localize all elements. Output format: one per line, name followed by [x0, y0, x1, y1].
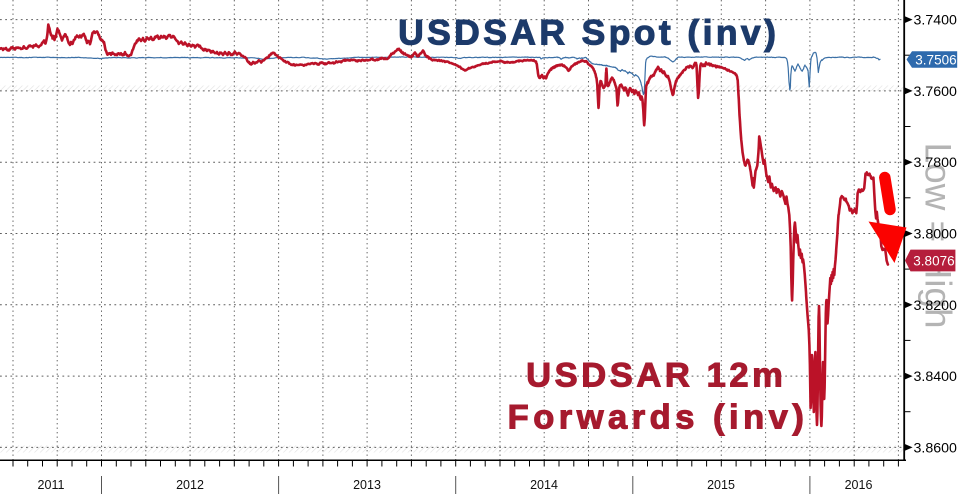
svg-text:2012: 2012 [176, 478, 204, 492]
svg-text:3.7506: 3.7506 [915, 53, 956, 68]
svg-text:USDSAR 12m: USDSAR 12m [526, 356, 786, 394]
svg-text:2014: 2014 [530, 478, 558, 492]
svg-text:3.8000: 3.8000 [914, 227, 958, 243]
svg-text:3.7400: 3.7400 [914, 13, 958, 29]
svg-text:USDSAR Spot (inv): USDSAR Spot (inv) [398, 12, 779, 52]
svg-text:3.8600: 3.8600 [914, 440, 958, 456]
svg-text:3.8400: 3.8400 [914, 369, 958, 385]
svg-text:3.8076: 3.8076 [913, 254, 954, 269]
svg-text:Forwards (inv): Forwards (inv) [508, 398, 809, 436]
svg-text:3.7600: 3.7600 [914, 84, 958, 100]
svg-text:2015: 2015 [707, 478, 735, 492]
svg-text:2013: 2013 [353, 478, 381, 492]
svg-text:2016: 2016 [845, 478, 873, 492]
svg-text:3.8200: 3.8200 [914, 298, 958, 314]
svg-text:3.7800: 3.7800 [914, 155, 958, 171]
svg-text:2011: 2011 [38, 478, 65, 492]
